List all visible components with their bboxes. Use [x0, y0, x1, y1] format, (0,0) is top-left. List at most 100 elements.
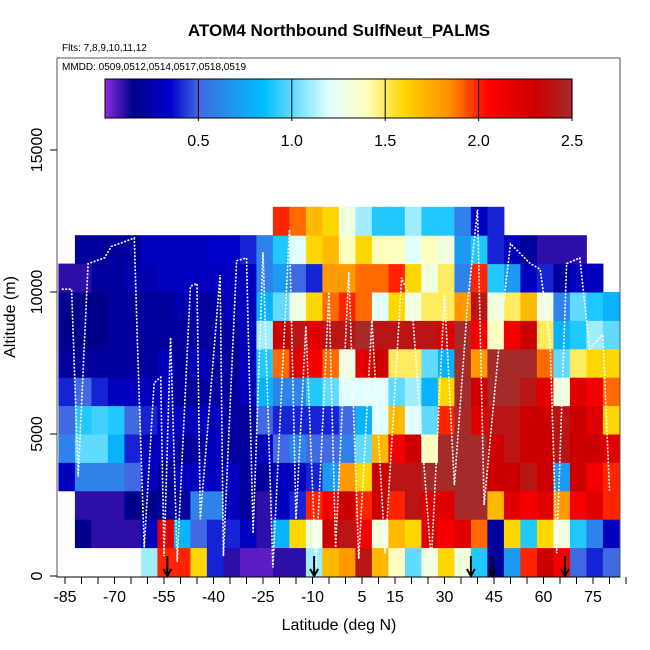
heatmap-cell — [371, 292, 389, 321]
heatmap-cell — [256, 377, 274, 407]
heatmap-cell — [586, 434, 604, 463]
colorbar-swatch — [170, 79, 174, 118]
heatmap-cell — [553, 348, 571, 378]
colorbar-swatch — [525, 79, 529, 118]
heatmap-cell — [239, 320, 257, 350]
heatmap-cell — [536, 348, 554, 378]
heatmap-cell — [289, 462, 307, 492]
colorbar-swatch — [233, 79, 237, 118]
colorbar-swatch — [259, 79, 263, 118]
heatmap-cell — [569, 405, 587, 435]
colorbar-swatch — [142, 79, 146, 118]
colorbar-swatch — [410, 79, 414, 118]
heatmap-cell — [355, 405, 373, 435]
heatmap-cell — [206, 547, 224, 577]
heatmap-cell — [371, 490, 389, 520]
colorbar-swatch — [534, 79, 538, 118]
colorbar-swatch — [532, 79, 536, 118]
heatmap-cell — [487, 490, 505, 520]
heatmap-cell — [140, 405, 158, 435]
colorbar-swatch — [144, 79, 148, 118]
heatmap-cell — [107, 235, 125, 265]
heatmap-cell — [437, 405, 455, 435]
heatmap-cell — [322, 434, 340, 463]
heatmap-cell — [91, 519, 109, 549]
colorbar-swatch — [326, 79, 330, 118]
heatmap-cell — [58, 434, 76, 463]
heatmap-cell — [454, 405, 472, 435]
heatmap-cell — [553, 434, 571, 463]
colorbar-swatch — [569, 79, 573, 118]
heatmap-cell — [454, 263, 472, 293]
colorbar-swatch — [422, 79, 426, 118]
colorbar-swatch — [473, 79, 477, 118]
heatmap-cell — [355, 519, 373, 549]
heatmap-cell — [239, 405, 257, 435]
flights-label: Flts: 7,8,9,10,11,12 — [62, 43, 147, 54]
heatmap-cell — [437, 292, 455, 321]
colorbar-swatch — [529, 79, 533, 118]
heatmap-cell — [239, 490, 257, 520]
colorbar-swatch — [303, 79, 307, 118]
heatmap-cell — [107, 263, 125, 293]
heatmap-cell — [256, 405, 274, 435]
heatmap-cell — [470, 235, 488, 265]
colorbar-swatch — [119, 79, 122, 118]
heatmap-cell — [322, 462, 340, 492]
heatmap-cell — [206, 235, 224, 265]
colorbar-swatch — [347, 79, 351, 118]
colorbar-swatch — [254, 79, 258, 118]
colorbar-swatch — [338, 79, 342, 118]
heatmap-cell — [404, 434, 422, 463]
colorbar-swatch — [331, 79, 335, 118]
heatmap-cell — [503, 462, 521, 492]
colorbar-swatch — [324, 79, 328, 118]
colorbar-swatch — [518, 79, 522, 118]
heatmap-cell — [487, 348, 505, 378]
colorbar-swatch — [413, 79, 417, 118]
heatmap-cell — [470, 320, 488, 350]
colorbar-swatch — [301, 79, 305, 118]
heatmap-cell — [322, 490, 340, 520]
colorbar-swatch — [368, 79, 372, 118]
heatmap-cell — [388, 434, 406, 463]
colorbar-swatch — [298, 79, 302, 118]
heatmap-cell — [487, 434, 505, 463]
colorbar-swatch — [156, 79, 160, 118]
colorbar-swatch — [329, 79, 333, 118]
heatmap-cell — [124, 235, 142, 265]
heatmap-cell — [602, 292, 620, 321]
heatmap-cell — [437, 519, 455, 549]
colorbar-swatch — [340, 79, 344, 118]
heatmap-cell — [388, 462, 406, 492]
heatmap-cell — [74, 462, 92, 492]
heatmap-cell — [322, 235, 340, 265]
colorbar-swatch — [536, 79, 540, 118]
heatmap-cell — [190, 490, 208, 520]
heatmap-cell — [388, 263, 406, 293]
x-tick-label: 30 — [436, 589, 454, 606]
colorbar-swatch — [415, 79, 419, 118]
down-arrow-icon — [466, 556, 476, 579]
colorbar-swatch — [221, 79, 225, 118]
heatmap-cell — [487, 263, 505, 293]
heatmap-cell — [421, 405, 439, 435]
heatmap-cell — [190, 235, 208, 265]
colorbar-tick-label: 1.0 — [281, 133, 303, 150]
colorbar-swatch — [149, 79, 153, 118]
colorbar-swatch — [389, 79, 393, 118]
colorbar-swatch — [123, 79, 127, 118]
colorbar-swatch — [191, 79, 195, 118]
heatmap-cell — [206, 405, 224, 435]
heatmap-cell — [305, 206, 323, 236]
heatmap-cell — [173, 490, 191, 520]
heatmap-cell — [124, 292, 142, 321]
colorbar-swatch — [305, 79, 309, 118]
heatmap-cell — [173, 462, 191, 492]
heatmap-cell — [289, 434, 307, 463]
heatmap-cell — [91, 292, 109, 321]
heatmap-cell — [190, 434, 208, 463]
heatmap-cell — [536, 490, 554, 520]
colorbar-swatch — [268, 79, 272, 118]
colorbar-swatch — [371, 79, 375, 118]
